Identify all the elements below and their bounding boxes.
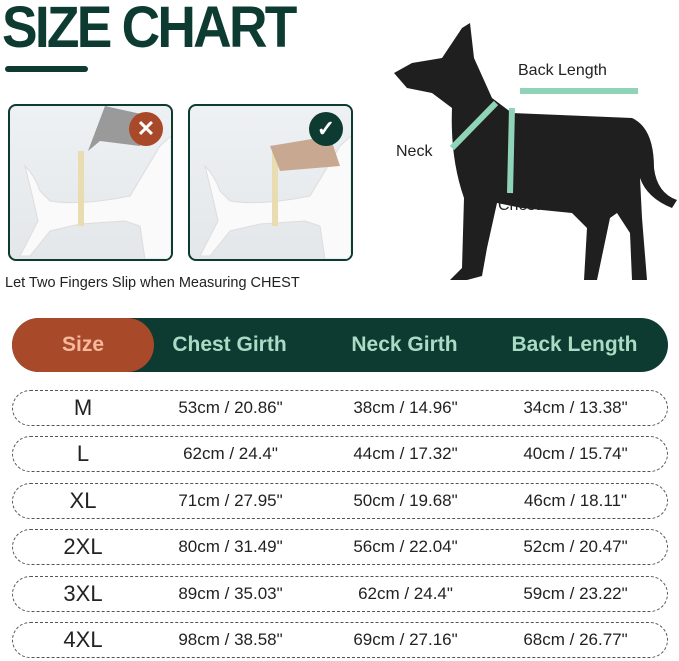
cell-back-length: 34cm / 13.38" [523, 398, 628, 417]
cell-back-length: 68cm / 26.77" [523, 630, 628, 649]
cell-size: 2XL [63, 534, 103, 560]
cell-neck-girth: 69cm / 27.16" [353, 630, 458, 649]
cell-chest-girth: 80cm / 31.49" [178, 537, 283, 557]
cell-chest-girth: 71cm / 27.95" [178, 490, 283, 510]
cell-back-length: 59cm / 23.22" [523, 583, 628, 603]
cell-neck-girth: 56cm / 22.04" [353, 537, 458, 557]
table-row: 3XL 89cm / 35.03" 62cm / 24.4" 59cm / 23.22… [12, 575, 668, 612]
page-title: SIZE CHART [2, 0, 297, 60]
back-length-label: Back Length [518, 62, 607, 79]
cell-back-length: 52cm / 20.47" [523, 537, 628, 557]
cell-back-length: 46cm / 18.11" [523, 490, 628, 510]
chest-label: Chest [498, 197, 540, 214]
photo-wrong-measure: ✕ [8, 104, 173, 261]
cell-chest-girth: 62cm / 24.4" [183, 444, 278, 464]
neck-label: Neck [396, 143, 433, 160]
measuring-caption: Let Two Fingers Slip when Measuring CHES… [5, 275, 300, 291]
cross-icon: ✕ [129, 112, 163, 146]
cell-size: 3XL [63, 580, 103, 606]
header-back-length: Back Length [511, 333, 638, 356]
cell-chest-girth: 98cm / 38.58" [178, 630, 283, 649]
table-row: XL 71cm / 27.95" 50cm / 19.68" 46cm / 18.11… [12, 482, 668, 519]
photo-correct-measure: ✓ [188, 104, 353, 261]
cell-size: XL [69, 487, 97, 513]
cell-neck-girth: 38cm / 14.96" [353, 398, 458, 417]
dog-silhouette-diagram [394, 23, 677, 280]
table-row: 2XL 80cm / 31.49" 56cm / 22.04" 52cm / 20.4… [12, 529, 668, 566]
table-row: L 62cm / 24.4" 44cm / 17.32" 40cm / 15.74" [12, 436, 668, 473]
table-header: Size Chest Girth Neck Girth Back Length [12, 318, 668, 372]
header-neck-girth: Neck Girth [351, 333, 458, 356]
table-row: 4XL 98cm / 38.58" 69cm / 27.16" 68cm / 26.7… [12, 622, 668, 658]
cell-size: 4XL [63, 627, 103, 652]
cell-neck-girth: 50cm / 19.68" [353, 490, 458, 510]
title-underline [5, 66, 88, 72]
cell-size: M [73, 395, 93, 420]
header-chest-girth: Chest Girth [172, 333, 287, 356]
cell-size: L [76, 441, 90, 467]
check-icon: ✓ [309, 112, 343, 146]
cell-chest-girth: 89cm / 35.03" [178, 583, 283, 603]
header-size: Size [61, 333, 105, 356]
table-row: M 53cm / 20.86" 38cm / 14.96" 34cm / 13.38" [12, 390, 668, 426]
cell-neck-girth: 62cm / 24.4" [358, 583, 453, 603]
size-header-pill [12, 318, 154, 372]
cell-chest-girth: 53cm / 20.86" [178, 398, 283, 417]
cell-neck-girth: 44cm / 17.32" [353, 444, 458, 464]
cell-back-length: 40cm / 15.74" [523, 444, 628, 464]
